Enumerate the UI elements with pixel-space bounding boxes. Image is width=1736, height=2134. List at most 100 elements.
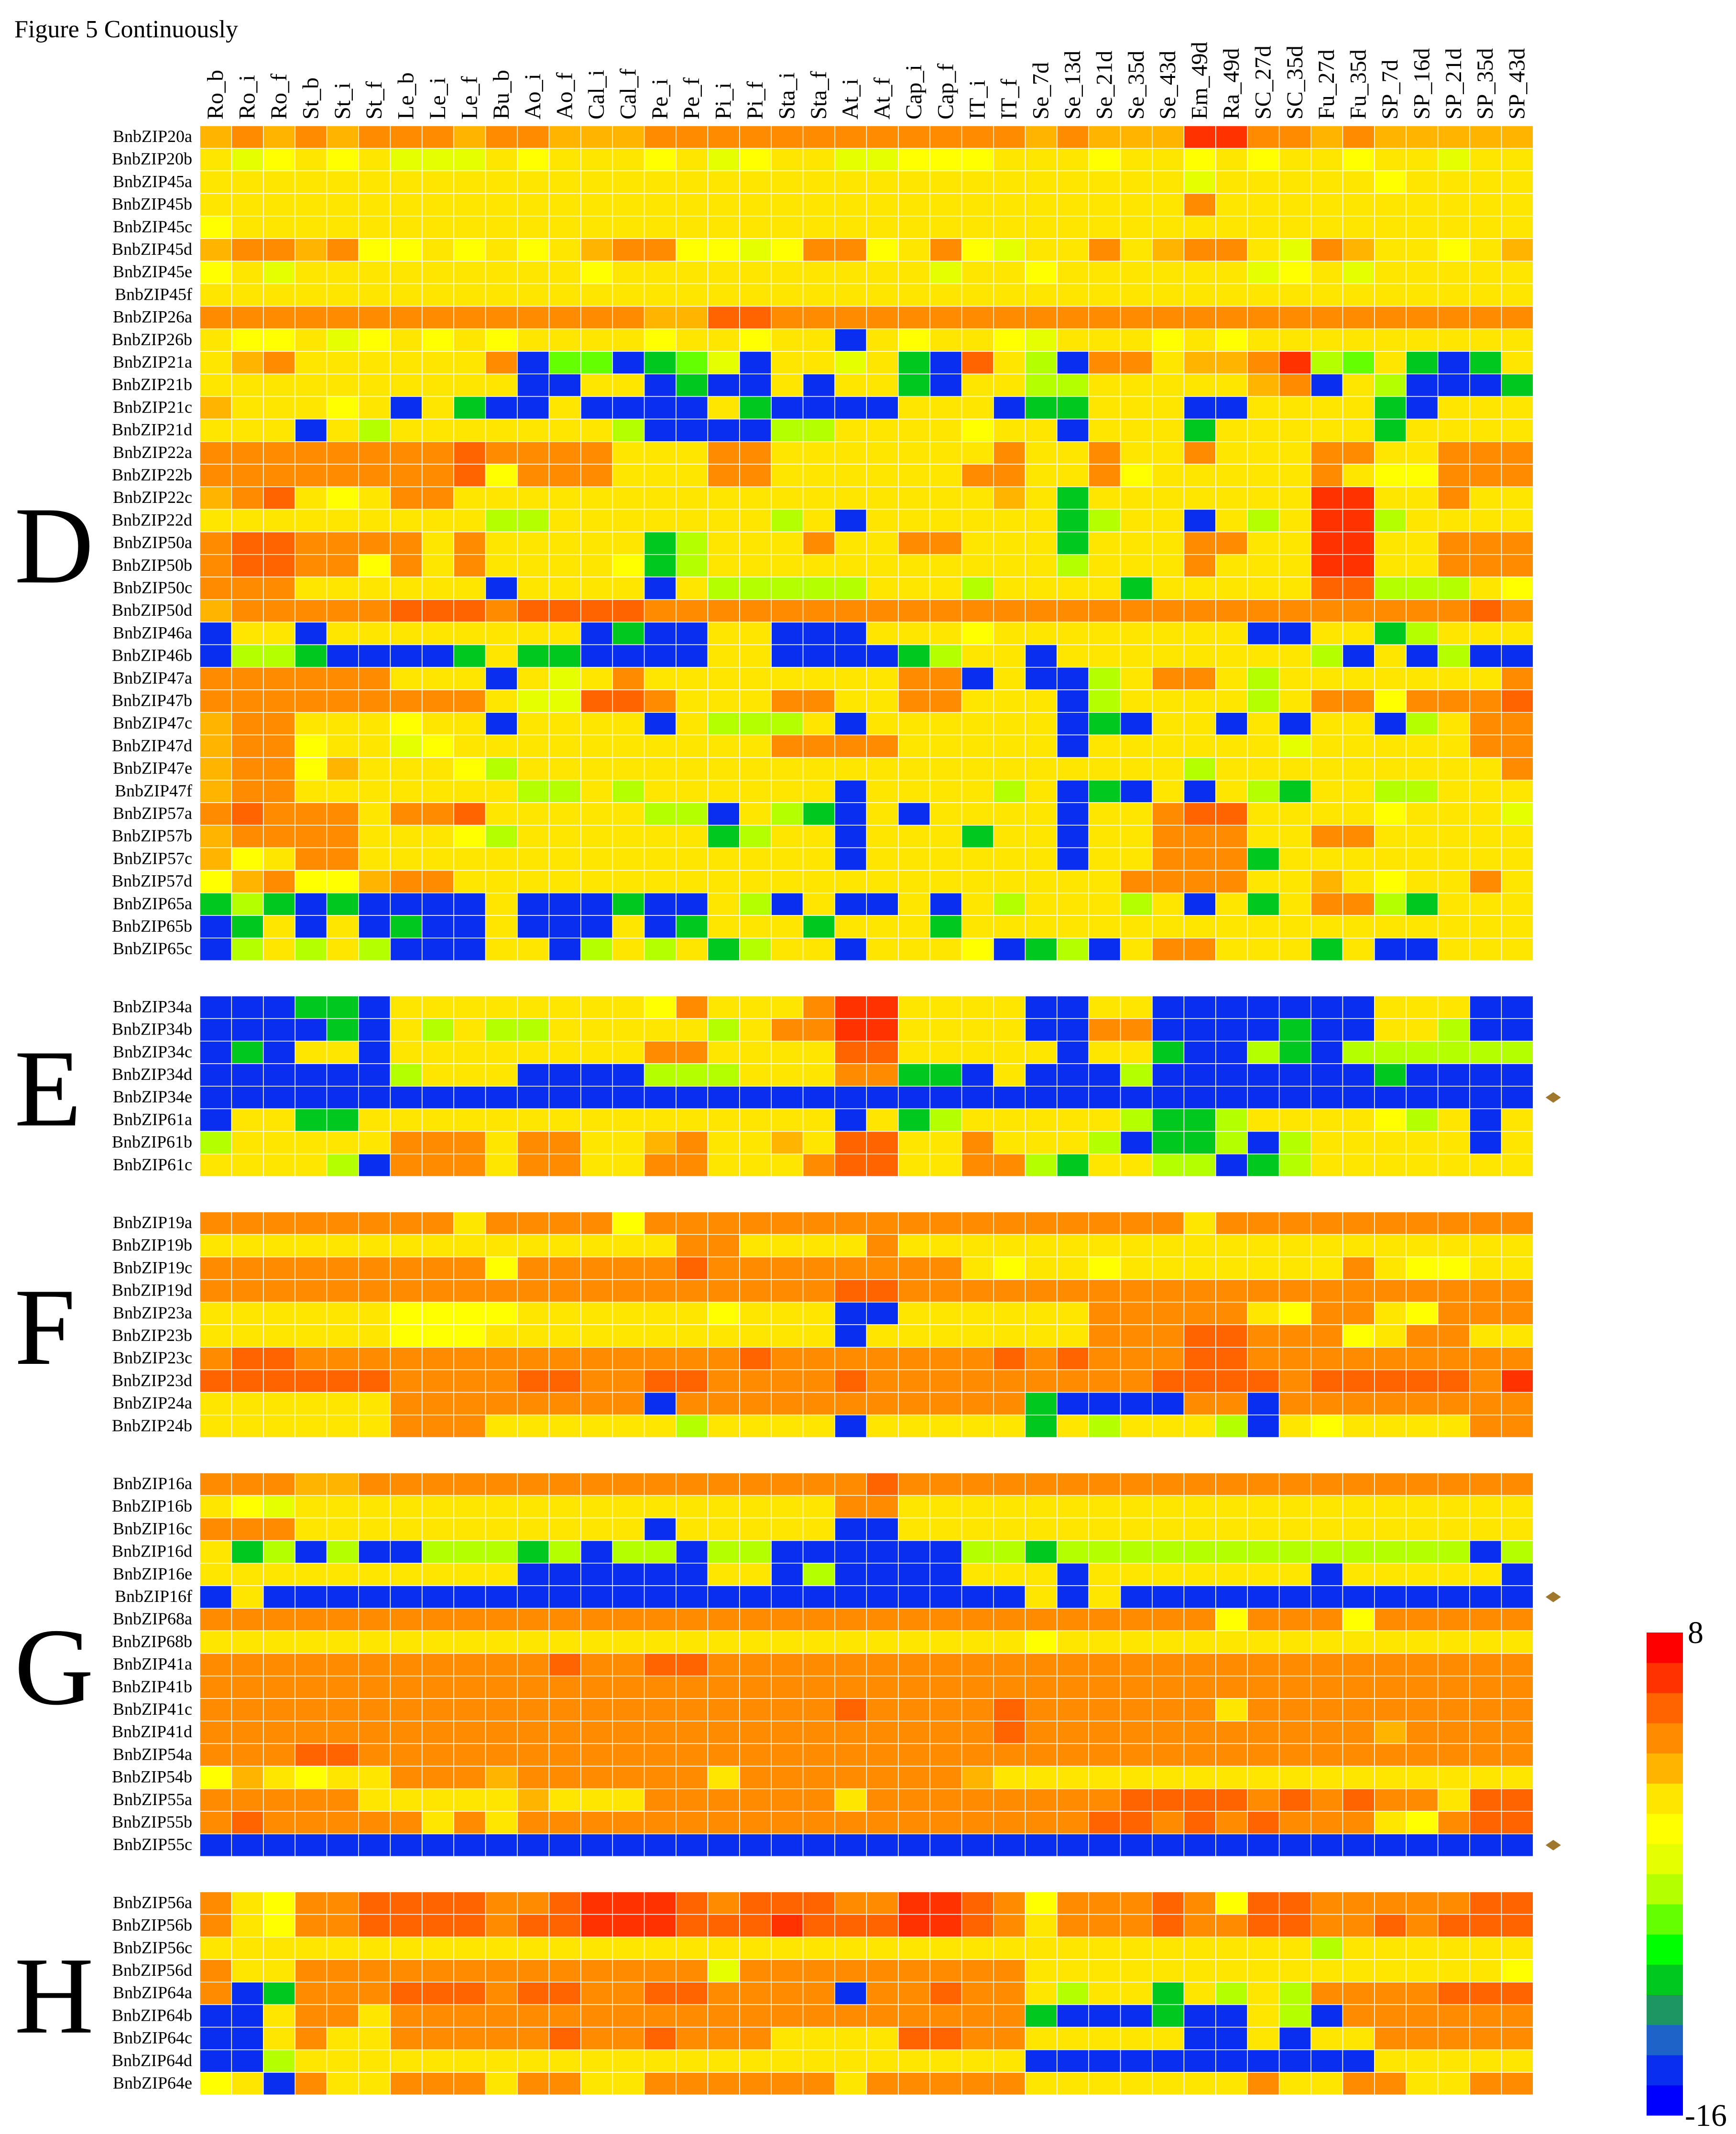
heatmap-cell [1025, 1891, 1058, 1915]
heatmap-cell [517, 1765, 550, 1789]
heatmap-cell [1120, 418, 1153, 442]
heatmap-cell [676, 1347, 709, 1371]
heatmap-cell [1437, 283, 1470, 307]
heatmap-cell [866, 780, 899, 803]
heatmap-cell [422, 418, 454, 442]
heatmap-cell [358, 825, 391, 849]
heatmap-cell [1025, 870, 1058, 893]
heatmap-cell [1374, 441, 1407, 465]
heatmap-cell [1310, 1698, 1343, 1721]
heatmap-cell [1501, 1347, 1534, 1371]
row-label: BnbZIP22b [112, 465, 192, 484]
heatmap-cell [358, 847, 391, 871]
heatmap-cell [453, 1415, 486, 1438]
heatmap-cell [295, 1676, 328, 1699]
heatmap-cell [231, 915, 264, 938]
heatmap-cell [1183, 1063, 1216, 1087]
heatmap-cell [1152, 261, 1185, 284]
heatmap-cell [771, 1959, 804, 1982]
heatmap-cell [1501, 1937, 1534, 1960]
heatmap-cell [1406, 734, 1439, 758]
heatmap-cell [1469, 1063, 1502, 1087]
heatmap-cell [231, 1833, 264, 1857]
heatmap-cell [390, 441, 423, 465]
heatmap-cell [676, 418, 709, 442]
heatmap-cell [1183, 373, 1216, 397]
heatmap-cell [548, 148, 581, 172]
heatmap-cell [1120, 1914, 1153, 1938]
heatmap-cell [866, 396, 899, 420]
heatmap-cell [1152, 1018, 1185, 1042]
heatmap-cell [1437, 937, 1470, 961]
heatmap-cell [929, 1517, 962, 1541]
heatmap-cell [612, 283, 645, 307]
heatmap-cell [676, 441, 709, 465]
heatmap-cell [199, 1811, 232, 1834]
heatmap-cell [1088, 2026, 1121, 2050]
heatmap-cell [707, 1302, 740, 1325]
heatmap-cell [1374, 170, 1407, 194]
color-scale-swatch [1647, 2025, 1683, 2056]
heatmap-cell [739, 464, 772, 487]
heatmap-cell [453, 712, 486, 736]
heatmap-cell [263, 193, 295, 217]
heatmap-cell [1501, 305, 1534, 329]
heatmap-cell [1025, 328, 1058, 352]
heatmap-cell [326, 734, 359, 758]
heatmap-cell [231, 1788, 264, 1812]
heatmap-cell [1469, 1585, 1502, 1609]
heatmap-cell [1374, 1154, 1407, 1177]
color-scale-legend: 8-16 [1647, 1615, 1727, 2133]
heatmap-cell [644, 1517, 677, 1541]
heatmap-cell [199, 1347, 232, 1371]
heatmap-cell [929, 305, 962, 329]
heatmap-cell [1342, 893, 1375, 916]
heatmap-cell [993, 305, 1026, 329]
heatmap-cell [1183, 1018, 1216, 1042]
heatmap-cell [866, 2004, 899, 2028]
heatmap-cell [580, 599, 613, 623]
heatmap-cell [1088, 780, 1121, 803]
heatmap-cell [517, 1279, 550, 1303]
heatmap-cell [263, 577, 295, 600]
heatmap-cell [422, 351, 454, 374]
heatmap-cell [644, 1415, 677, 1438]
heatmap-cell [485, 1279, 518, 1303]
heatmap-cell [1215, 1982, 1248, 2005]
heatmap-cell [548, 464, 581, 487]
heatmap-cell [707, 2072, 740, 2095]
row-label: BnbZIP50c [113, 578, 192, 597]
heatmap-cell [707, 1324, 740, 1348]
heatmap-cell [358, 1154, 391, 1177]
heatmap-cell [1342, 1495, 1375, 1519]
heatmap-cell [295, 305, 328, 329]
heatmap-cell [1215, 780, 1248, 803]
heatmap-cell [1469, 283, 1502, 307]
heatmap-cell [485, 757, 518, 781]
heatmap-cell [1152, 2049, 1185, 2073]
heatmap-cell [453, 780, 486, 803]
heatmap-cell [1501, 1811, 1534, 1834]
heatmap-cell [993, 1720, 1026, 1744]
heatmap-cell [898, 1086, 930, 1110]
heatmap-cell [1342, 599, 1375, 623]
heatmap-cell [612, 1324, 645, 1348]
heatmap-cell [1057, 644, 1089, 668]
heatmap-cell [1278, 621, 1311, 645]
heatmap-cell [1437, 1086, 1470, 1110]
heatmap-cell [1406, 464, 1439, 487]
heatmap-cell [453, 531, 486, 555]
heatmap-cell [612, 577, 645, 600]
heatmap-cell [1025, 1302, 1058, 1325]
heatmap-cell [771, 1788, 804, 1812]
heatmap-cell [453, 644, 486, 668]
heatmap-cell [548, 1347, 581, 1371]
heatmap-cell [422, 216, 454, 239]
heatmap-cell [231, 351, 264, 374]
heatmap-cell [1501, 734, 1534, 758]
heatmap-cell [961, 1154, 994, 1177]
heatmap-cell [326, 712, 359, 736]
heatmap-cell [295, 1234, 328, 1258]
heatmap-cell [1374, 486, 1407, 510]
heatmap-cell [1215, 621, 1248, 645]
